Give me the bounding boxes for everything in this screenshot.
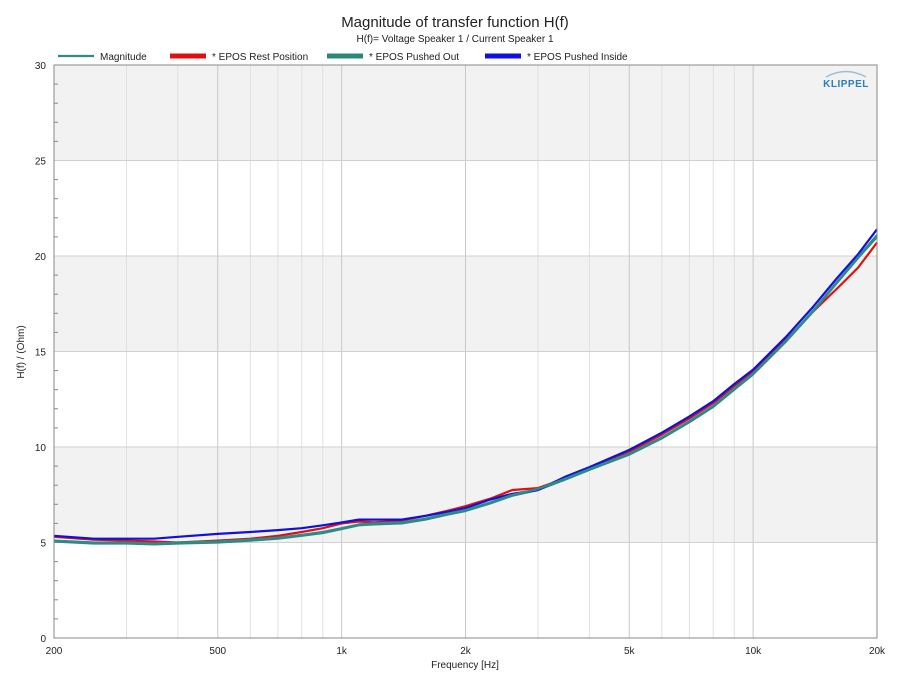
- y-tick-label: 10: [35, 443, 47, 454]
- y-tick-label: 20: [35, 252, 47, 263]
- x-tick-label: 200: [46, 646, 63, 657]
- klippel-logo: KLIPPEL: [823, 70, 869, 90]
- x-tick-label: 5k: [624, 646, 636, 657]
- series-layer: [53, 228, 878, 546]
- x-axis-label: Frequency [Hz]: [431, 660, 499, 671]
- x-tick-label: 1k: [336, 646, 348, 657]
- legend-item: * EPOS Rest Position: [170, 52, 308, 63]
- legend-label: * EPOS Rest Position: [212, 52, 308, 63]
- x-tick-label: 10k: [745, 646, 762, 657]
- y-axis-label: H(f) / (Ohm): [16, 325, 27, 378]
- logo-arc-icon: [825, 70, 867, 78]
- x-tick-label: 500: [209, 646, 226, 657]
- y-tick-label: 0: [40, 634, 46, 645]
- x-tick-label: 2k: [460, 646, 472, 657]
- logo-text: KLIPPEL: [823, 79, 869, 90]
- axes: 200 500 1k 2k 5k 10k 20k 0 5 10 15 20 25 30: [35, 61, 886, 657]
- chart-subtitle: H(f)= Voltage Speaker 1 / Current Speake…: [356, 34, 553, 45]
- legend-item: Magnitude: [58, 52, 147, 63]
- legend-item: * EPOS Pushed Inside: [485, 52, 628, 63]
- x-tick-label: 20k: [869, 646, 886, 657]
- y-tick-label: 5: [40, 539, 46, 550]
- y-tick-label: 25: [35, 157, 47, 168]
- series-line-magnitude: [53, 234, 878, 545]
- legend-label: Magnitude: [100, 52, 147, 63]
- y-tick-label: 15: [35, 348, 47, 359]
- y-tick-label: 30: [35, 61, 47, 72]
- legend-label: * EPOS Pushed Out: [369, 52, 459, 63]
- legend: Magnitude * EPOS Rest Position * EPOS Push…: [58, 52, 628, 63]
- series-line-epos-pushed-inside: [53, 228, 878, 540]
- grid: [53, 64, 878, 639]
- legend-item: * EPOS Pushed Out: [327, 52, 459, 63]
- legend-label: * EPOS Pushed Inside: [527, 52, 628, 63]
- chart-title: Magnitude of transfer function H(f): [341, 14, 569, 31]
- plot-frame: [53, 64, 878, 639]
